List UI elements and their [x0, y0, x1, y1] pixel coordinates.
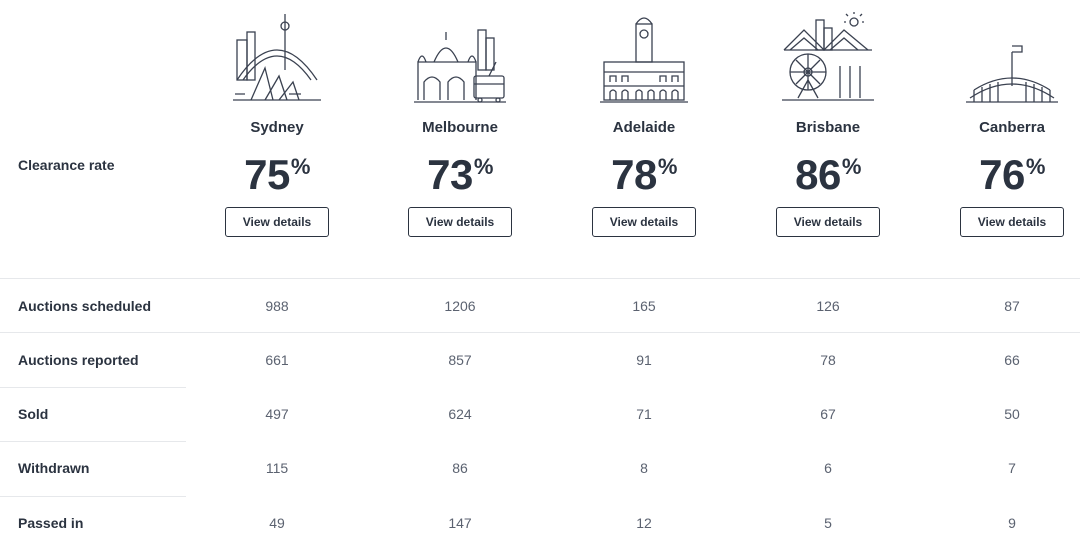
table-cell: 12 — [636, 515, 652, 531]
table-cell: 86 — [452, 460, 468, 476]
table-row-sold: Sold 497 624 71 67 50 — [0, 387, 1080, 441]
city-name: Melbourne — [422, 119, 498, 136]
table-cell: 50 — [1004, 406, 1020, 422]
city-name: Sydney — [250, 119, 304, 136]
canberra-parliament-icon — [964, 10, 1060, 104]
divider — [0, 496, 186, 497]
table-cell: 857 — [448, 352, 472, 368]
clearance-rate-value: 78% — [611, 151, 677, 198]
view-details-button-brisbane[interactable]: View details — [776, 207, 880, 237]
city-card-sydney: Sydney 75% View details — [185, 0, 369, 250]
table-cell: 7 — [1008, 460, 1016, 476]
sydney-skyline-icon — [229, 10, 325, 104]
divider — [0, 387, 186, 388]
table-row-withdrawn: Withdrawn 115 86 8 6 7 — [0, 441, 1080, 495]
table-cell: 661 — [265, 352, 289, 368]
table-cell: 6 — [824, 460, 832, 476]
table-row-auctions-reported: Auctions reported 661 857 91 78 66 — [0, 333, 1080, 387]
table-cell: 66 — [1004, 352, 1020, 368]
melbourne-skyline-icon — [412, 10, 508, 104]
table-cell: 988 — [265, 298, 289, 314]
city-card-brisbane: Brisbane 86% View details — [736, 0, 920, 250]
clearance-rate-value: 86% — [795, 151, 861, 198]
table-cell: 9 — [1008, 515, 1016, 531]
adelaide-town-hall-icon — [596, 10, 692, 104]
view-details-button-canberra[interactable]: View details — [960, 207, 1064, 237]
view-details-button-adelaide[interactable]: View details — [592, 207, 696, 237]
divider — [0, 441, 186, 442]
table-cell: 91 — [636, 352, 652, 368]
table-cell: 67 — [820, 406, 836, 422]
table-cell: 165 — [632, 298, 656, 314]
city-name: Canberra — [979, 119, 1045, 136]
brisbane-bridge-icon — [780, 10, 876, 104]
city-card-adelaide: Adelaide 78% View details — [552, 0, 736, 250]
clearance-rate-value: 73% — [427, 151, 493, 198]
view-details-button-sydney[interactable]: View details — [225, 207, 329, 237]
city-name: Adelaide — [612, 119, 676, 136]
table-row-passed-in: Passed in 49 147 12 5 9 — [0, 496, 1080, 550]
divider — [0, 332, 1080, 333]
row-label: Sold — [18, 406, 49, 422]
table-cell: 49 — [269, 515, 285, 531]
table-cell: 624 — [448, 406, 472, 422]
row-label: Auctions scheduled — [18, 298, 152, 314]
table-cell: 5 — [824, 515, 832, 531]
clearance-rate-value: 76% — [979, 151, 1045, 198]
clearance-rate-value: 75% — [244, 151, 310, 198]
view-details-button-melbourne[interactable]: View details — [408, 207, 512, 237]
table-cell: 1206 — [444, 298, 476, 314]
city-card-canberra: Canberra 76% View details — [920, 0, 1080, 250]
table-cell: 115 — [265, 460, 289, 476]
row-label: Auctions reported — [18, 352, 139, 368]
city-card-melbourne: Melbourne 73% View details — [368, 0, 552, 250]
table-cell: 71 — [636, 406, 652, 422]
table-cell: 8 — [640, 460, 648, 476]
city-name: Brisbane — [795, 119, 861, 136]
table-cell: 78 — [820, 352, 836, 368]
table-cell: 147 — [448, 515, 472, 531]
row-label: Withdrawn — [18, 460, 90, 476]
row-label: Passed in — [18, 515, 84, 531]
table-cell: 87 — [1004, 298, 1020, 314]
table-cell: 497 — [265, 406, 289, 422]
table-row-auctions-scheduled: Auctions scheduled 988 1206 165 126 87 — [0, 279, 1080, 333]
clearance-rate-label: Clearance rate — [18, 157, 115, 173]
divider — [0, 278, 1080, 279]
table-cell: 126 — [816, 298, 840, 314]
